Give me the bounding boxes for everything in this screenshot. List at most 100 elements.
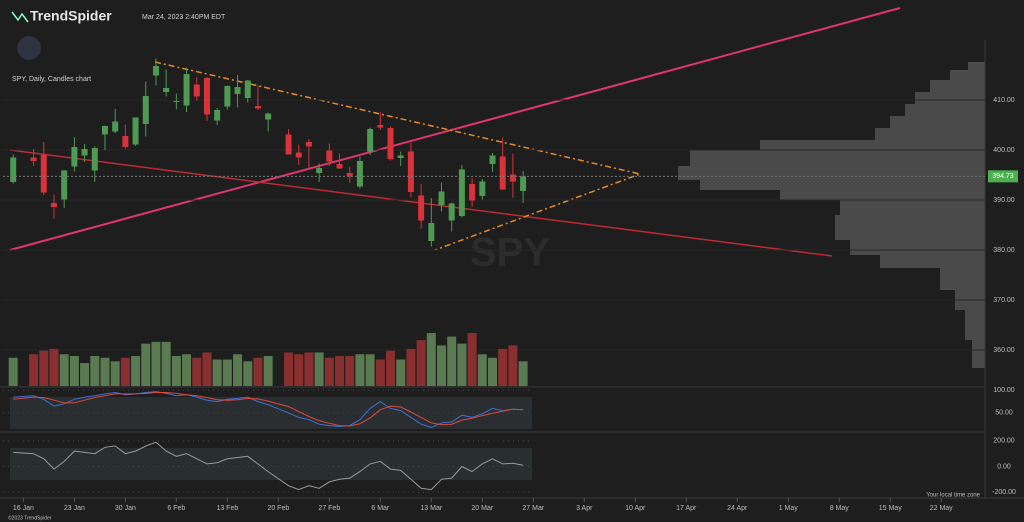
watermark: SPY [470, 231, 550, 275]
x-tick-label: 27 Feb [318, 505, 340, 512]
volume-bar [212, 359, 222, 386]
x-tick-label: 30 Jan [115, 505, 136, 512]
volume-bar [304, 352, 314, 386]
x-tick-label: 23 Jan [64, 505, 85, 512]
volume-bar [131, 356, 141, 386]
volume-bar [488, 357, 497, 386]
volume-bar [406, 348, 416, 386]
candle-body [458, 169, 465, 216]
volume-bar [345, 356, 355, 386]
indicator-line [13, 391, 524, 428]
timezone-note: Your local time zone [926, 493, 980, 499]
x-tick-label: 6 Mar [371, 505, 390, 512]
x-tick-label: 8 May [830, 505, 850, 512]
x-tick-label: 20 Feb [267, 505, 289, 512]
volume-bar [243, 361, 253, 386]
volume-bar [508, 345, 518, 386]
volume-bar [518, 361, 528, 386]
volume-bar [8, 357, 18, 386]
candle-body [193, 84, 200, 97]
volume-bar [182, 354, 192, 386]
candle-body [326, 150, 333, 162]
y-tick-label: 400.00 [993, 147, 1015, 154]
volume-bar [447, 336, 457, 386]
x-tick-label: 15 May [879, 505, 902, 512]
volume-bar [233, 354, 243, 386]
x-tick-label: 13 Mar [420, 505, 442, 512]
candle-body [377, 125, 384, 128]
candle-body [509, 174, 516, 182]
logo [11, 11, 29, 23]
x-tick-label: 17 Apr [676, 505, 697, 512]
x-tick-label: 6 Feb [167, 505, 185, 512]
candle-body [407, 151, 414, 192]
y-tick-label: 380.00 [993, 247, 1015, 254]
candle-body [397, 155, 404, 158]
candle-body [203, 78, 210, 115]
candle-body [40, 155, 47, 193]
x-tick-label: 10 Apr [625, 505, 646, 512]
volume-bar [69, 356, 79, 386]
y-tick-label: 360.00 [993, 347, 1015, 354]
volume-bar [477, 354, 487, 386]
candle-body [387, 128, 394, 159]
candle-body [448, 203, 455, 221]
candle-body [122, 136, 129, 147]
volume-bar [39, 350, 49, 386]
candle-body [71, 147, 78, 167]
candle-body [61, 170, 68, 200]
candle-body [336, 164, 343, 169]
timestamp: Mar 24, 2023 2:40PM EDT [142, 14, 226, 21]
trendline [9, 7, 901, 251]
candle-body [50, 203, 57, 207]
volume-bar [284, 352, 294, 386]
candle-body [224, 86, 231, 107]
volume-bar [100, 357, 110, 386]
copyright: ©2023 TrendSpider [8, 514, 52, 521]
volume-bar [222, 359, 232, 386]
volume-bar [437, 345, 447, 386]
y-tick-label: 200.00 [993, 438, 1015, 445]
volume-bar [324, 357, 334, 386]
candle-body [418, 195, 425, 221]
volume-bar [263, 356, 273, 386]
volume-bar [171, 356, 181, 386]
candle-body [346, 173, 353, 177]
oscillator-band [10, 448, 532, 480]
candle-body [152, 66, 159, 76]
volume-bar [29, 354, 39, 386]
candle-body [438, 191, 445, 205]
candle-body [316, 168, 323, 173]
candle-body [214, 110, 221, 121]
avatar [17, 36, 41, 60]
candle-body [489, 155, 496, 164]
volume-bar [457, 343, 467, 386]
volume-bar [202, 352, 212, 386]
candle-body [183, 74, 190, 106]
last-price-label: 394.73 [992, 173, 1014, 180]
x-tick-label: 1 May [779, 505, 799, 512]
volume-bar [161, 341, 171, 386]
volume-bar [426, 333, 436, 386]
volume-bar [90, 356, 100, 386]
candle-body [367, 129, 374, 152]
candle-body [295, 152, 302, 158]
y-tick-label: 390.00 [993, 197, 1015, 204]
y-tick-label: 50.00 [995, 410, 1013, 417]
volume-bar [365, 354, 375, 386]
y-tick-label: -200.00 [992, 489, 1016, 496]
candle-body [132, 117, 139, 145]
candle-body [244, 80, 251, 98]
volume-bar [253, 357, 263, 386]
indicator-line [13, 392, 524, 427]
volume-bar [396, 359, 406, 386]
volume-bar [59, 354, 69, 386]
volume-bar [375, 359, 385, 386]
candle-body [428, 223, 435, 241]
volume-bar [294, 354, 304, 386]
volume-bar [355, 354, 365, 386]
x-tick-label: 27 Mar [522, 505, 544, 512]
x-tick-label: 22 May [930, 505, 953, 512]
